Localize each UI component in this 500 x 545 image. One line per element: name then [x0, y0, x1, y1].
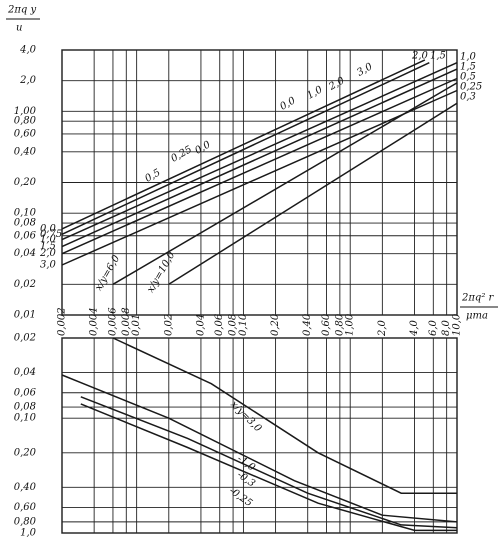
annotation: 1,0 — [460, 52, 477, 63]
annotation: 0,5 — [460, 72, 476, 83]
y-tick-label: 0,80 — [14, 116, 37, 127]
x-tick-label: 0,80 — [334, 313, 345, 336]
y-tick-label: 0,60 — [14, 502, 37, 513]
x-tick-label: 0,004 — [89, 307, 100, 336]
y-tick-label: 0,80 — [14, 516, 37, 527]
curve — [61, 59, 426, 230]
curve-label: x/y=6,0 — [93, 253, 122, 293]
x-tick-label: 2,0 — [377, 319, 388, 337]
curve-label: 1,0 — [40, 234, 57, 245]
curve — [80, 403, 457, 532]
y-tick-label: 0,10 — [14, 413, 37, 424]
x-tick-label: 6,0 — [428, 319, 439, 336]
y-tick-label: 0,10 — [14, 208, 37, 219]
curve-label: 1,5 — [40, 241, 56, 252]
curve — [112, 337, 457, 494]
curve — [168, 102, 458, 285]
y-tick-label: 0,02 — [14, 333, 36, 344]
curve — [61, 77, 458, 255]
y-tick-label: 0,04 — [14, 367, 36, 378]
x-tick-label: 0,02 — [163, 314, 174, 336]
x-tick-label: 0,008 — [121, 307, 132, 336]
annotation: 2,0 — [411, 51, 429, 62]
y-tick-label: 0,08 — [14, 402, 36, 413]
y-tick-label: 0,40 — [14, 482, 37, 493]
x-tick-label: 8,0 — [441, 319, 452, 336]
curve — [112, 82, 458, 285]
y-tick-label: 2,0 — [19, 75, 37, 86]
curve-label: 0,0 — [40, 223, 57, 234]
annotation: 1,0 — [305, 84, 325, 102]
y-tick-label: 0,40 — [14, 146, 37, 157]
y-label-top: 2πq y — [7, 5, 37, 16]
x-tick-label: 0,40 — [302, 313, 313, 336]
y-tick-label: 0,02 — [14, 279, 36, 290]
x-tick-label: 1,00 — [345, 313, 356, 336]
annotation: 1,5 — [460, 62, 476, 73]
x-tick-label: 0,06 — [214, 313, 225, 336]
annotation: 2,0 — [326, 75, 347, 93]
x-tick-label: 0,20 — [270, 313, 281, 336]
annotation: 0,0 — [193, 139, 213, 157]
curve-label: 0,75 — [40, 229, 62, 240]
x-tick-label: 0,006 — [107, 307, 118, 336]
x-tick-label: 10,0 — [452, 313, 463, 336]
x-tick-label: 0,04 — [195, 314, 206, 336]
y-tick-label: 0,08 — [14, 218, 36, 229]
x-tick-label: 0,60 — [321, 313, 332, 336]
curve — [61, 62, 458, 241]
x-label-bottom: μma — [466, 311, 488, 322]
y-tick-label: 0,06 — [14, 230, 37, 241]
curve-label: 2,0 — [39, 248, 57, 259]
annotation: 0,25 — [460, 82, 482, 93]
annotation: 0,3 — [460, 92, 476, 103]
x-tick-label: 0,002 — [57, 307, 68, 336]
annotation: 1,5 — [430, 51, 446, 62]
x-tick-label: 0,08 — [228, 314, 239, 336]
curve — [61, 68, 458, 248]
curve-label: 3,0 — [40, 259, 57, 270]
y-tick-label: 0,60 — [14, 128, 37, 139]
curve-label: -1,0 — [235, 453, 258, 473]
y-tick-label: 1,00 — [14, 106, 37, 117]
y-tick-label: 0,01 — [14, 310, 36, 321]
plot-frame — [61, 337, 458, 534]
y-tick-label: 1,0 — [20, 528, 37, 539]
x-tick-label: 0,10 — [238, 313, 249, 336]
y-label-bottom: u — [16, 23, 22, 34]
y-tick-label: 0,20 — [14, 177, 37, 188]
y-tick-label: 0,20 — [14, 447, 37, 458]
annotation: 0,0 — [278, 95, 298, 113]
curve — [80, 396, 458, 529]
annotation: 0,25 — [169, 144, 194, 165]
curve — [61, 374, 458, 523]
y-tick-label: 0,04 — [14, 248, 36, 259]
annotation: 3,0 — [355, 61, 375, 79]
x-label-top: 2πq² r — [461, 293, 495, 304]
y-tick-label: 0,06 — [14, 387, 37, 398]
curve — [61, 89, 458, 266]
x-tick-label: 0,01 — [131, 314, 142, 336]
y-tick-label: 4,0 — [19, 45, 37, 56]
curve — [61, 62, 430, 235]
x-tick-label: 4,0 — [409, 319, 420, 337]
